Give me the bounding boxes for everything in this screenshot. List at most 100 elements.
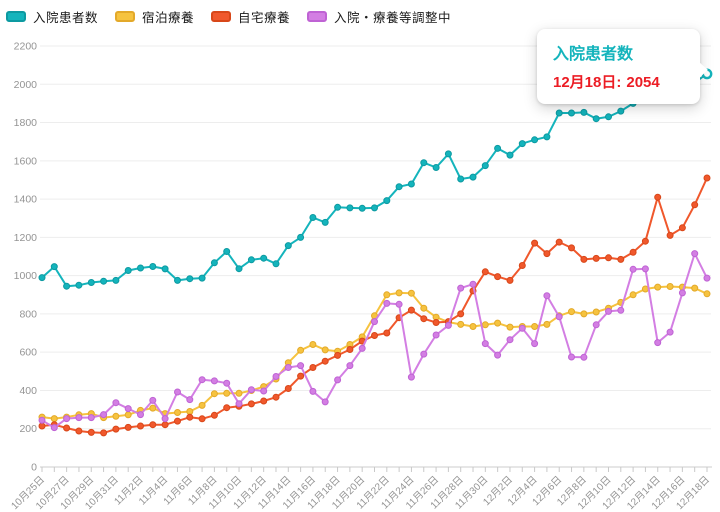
point-hospitalized-12月9日[interactable] bbox=[592, 115, 600, 123]
point-home-11月12日[interactable] bbox=[260, 397, 268, 405]
point-adjusting-12月10日[interactable] bbox=[605, 307, 612, 315]
point-hotel-12月1日[interactable] bbox=[494, 319, 502, 327]
point-home-11月1日[interactable] bbox=[124, 423, 132, 431]
point-hospitalized-11月15日[interactable] bbox=[297, 233, 305, 241]
point-home-12月1日[interactable] bbox=[494, 273, 502, 281]
point-home-11月15日[interactable] bbox=[297, 372, 305, 380]
point-home-12月14日[interactable] bbox=[654, 193, 662, 201]
point-home-11月9日[interactable] bbox=[223, 404, 231, 412]
point-adjusting-11月20日[interactable] bbox=[358, 344, 366, 352]
point-hospitalized-11月20日[interactable] bbox=[358, 204, 366, 212]
point-adjusting-11月3日[interactable] bbox=[149, 396, 157, 404]
point-home-11月30日[interactable] bbox=[481, 268, 489, 276]
point-home-10月27日[interactable] bbox=[63, 424, 71, 432]
point-adjusting-11月1日[interactable] bbox=[124, 405, 132, 413]
point-hotel-11月29日[interactable] bbox=[469, 323, 477, 330]
point-home-11月25日[interactable] bbox=[420, 315, 428, 323]
point-home-11月13日[interactable] bbox=[272, 393, 280, 401]
point-home-11月14日[interactable] bbox=[284, 385, 292, 392]
point-hotel-10月26日[interactable] bbox=[50, 415, 58, 423]
legend-item-adjusting[interactable]: 入院・療養等調整中 bbox=[307, 7, 451, 26]
point-adjusting-11月18日[interactable] bbox=[334, 376, 342, 384]
point-adjusting-11月9日[interactable] bbox=[223, 379, 231, 387]
point-adjusting-11月17日[interactable] bbox=[321, 398, 329, 406]
point-adjusting-11月12日[interactable] bbox=[260, 387, 268, 395]
point-home-11月21日[interactable] bbox=[371, 332, 378, 339]
point-hotel-12月12日[interactable] bbox=[629, 291, 637, 299]
point-home-12月10日[interactable] bbox=[605, 254, 612, 262]
legend-item-hospitalized[interactable]: 入院患者数 bbox=[6, 7, 98, 26]
point-hospitalized-12月6日[interactable] bbox=[555, 109, 563, 117]
point-hotel-11月25日[interactable] bbox=[420, 304, 428, 312]
legend-item-home[interactable]: 自宅療養 bbox=[211, 7, 290, 26]
point-adjusting-12月13日[interactable] bbox=[641, 265, 649, 273]
point-adjusting-11月22日[interactable] bbox=[383, 299, 391, 307]
point-home-11月2日[interactable] bbox=[137, 422, 144, 430]
point-adjusting-12月9日[interactable] bbox=[592, 321, 600, 329]
point-adjusting-11月4日[interactable] bbox=[161, 415, 169, 423]
point-hospitalized-11月14日[interactable] bbox=[284, 242, 292, 250]
point-hospitalized-10月26日[interactable] bbox=[50, 263, 58, 271]
point-hotel-10月31日[interactable] bbox=[112, 412, 120, 420]
point-hospitalized-12月2日[interactable] bbox=[506, 151, 514, 159]
point-adjusting-11月14日[interactable] bbox=[284, 364, 292, 371]
point-hotel-11月15日[interactable] bbox=[297, 346, 305, 354]
point-adjusting-11月10日[interactable] bbox=[235, 400, 243, 408]
point-hospitalized-12月3日[interactable] bbox=[518, 140, 526, 148]
point-hospitalized-11月18日[interactable] bbox=[334, 203, 342, 211]
point-adjusting-11月27日[interactable] bbox=[444, 321, 452, 329]
point-hospitalized-12月5日[interactable] bbox=[543, 133, 551, 141]
point-hospitalized-11月24日[interactable] bbox=[407, 180, 415, 188]
point-home-10月29日[interactable] bbox=[87, 428, 95, 436]
point-hospitalized-11月9日[interactable] bbox=[223, 248, 231, 255]
point-adjusting-12月12日[interactable] bbox=[629, 265, 637, 273]
point-home-11月5日[interactable] bbox=[174, 417, 181, 425]
point-hospitalized-11月23日[interactable] bbox=[395, 183, 403, 191]
point-adjusting-12月7日[interactable] bbox=[568, 353, 575, 361]
point-home-11月22日[interactable] bbox=[383, 329, 391, 337]
point-home-11月28日[interactable] bbox=[457, 310, 465, 318]
point-hospitalized-10月29日[interactable] bbox=[87, 279, 95, 286]
point-hotel-12月2日[interactable] bbox=[506, 323, 514, 331]
point-adjusting-10月28日[interactable] bbox=[75, 414, 83, 422]
point-adjusting-12月6日[interactable] bbox=[555, 313, 563, 321]
point-hotel-12月7日[interactable] bbox=[568, 308, 575, 316]
point-home-12月15日[interactable] bbox=[666, 231, 674, 239]
point-home-12月9日[interactable] bbox=[592, 254, 600, 262]
point-home-12月7日[interactable] bbox=[568, 244, 575, 252]
point-adjusting-11月23日[interactable] bbox=[395, 300, 403, 308]
point-hospitalized-11月6日[interactable] bbox=[186, 275, 194, 283]
point-hotel-11月22日[interactable] bbox=[383, 291, 391, 299]
point-adjusting-11月29日[interactable] bbox=[469, 280, 477, 288]
point-adjusting-10月29日[interactable] bbox=[87, 414, 95, 422]
point-hospitalized-11月8日[interactable] bbox=[210, 259, 218, 267]
point-hospitalized-11月5日[interactable] bbox=[174, 276, 181, 284]
point-hospitalized-10月25日[interactable] bbox=[38, 274, 46, 282]
point-adjusting-12月8日[interactable] bbox=[580, 353, 588, 361]
point-adjusting-11月19日[interactable] bbox=[346, 362, 354, 370]
point-hospitalized-11月27日[interactable] bbox=[444, 150, 452, 158]
point-home-11月18日[interactable] bbox=[334, 351, 342, 359]
point-home-10月28日[interactable] bbox=[75, 427, 83, 435]
point-hotel-11月17日[interactable] bbox=[321, 346, 329, 354]
point-hotel-11月3日[interactable] bbox=[149, 404, 157, 412]
point-hotel-11月16日[interactable] bbox=[309, 341, 317, 348]
point-adjusting-11月5日[interactable] bbox=[174, 388, 181, 396]
point-hospitalized-10月30日[interactable] bbox=[100, 277, 108, 285]
point-home-11月8日[interactable] bbox=[210, 411, 218, 419]
point-adjusting-11月16日[interactable] bbox=[309, 387, 317, 395]
point-hospitalized-11月26日[interactable] bbox=[432, 164, 440, 171]
point-hospitalized-11月19日[interactable] bbox=[346, 204, 354, 212]
point-hospitalized-12月4日[interactable] bbox=[531, 136, 539, 144]
point-adjusting-10月31日[interactable] bbox=[112, 399, 120, 407]
point-hospitalized-10月31日[interactable] bbox=[112, 276, 120, 284]
point-adjusting-12月18日[interactable] bbox=[703, 274, 711, 282]
point-hotel-11月24日[interactable] bbox=[407, 289, 415, 297]
point-hotel-11月28日[interactable] bbox=[457, 320, 465, 328]
point-adjusting-11月30日[interactable] bbox=[481, 340, 489, 348]
point-hotel-11月30日[interactable] bbox=[481, 321, 489, 329]
point-hospitalized-12月10日[interactable] bbox=[605, 113, 612, 121]
point-hospitalized-11月30日[interactable] bbox=[481, 162, 489, 170]
point-home-12月3日[interactable] bbox=[518, 262, 526, 269]
point-home-12月5日[interactable] bbox=[543, 250, 551, 258]
